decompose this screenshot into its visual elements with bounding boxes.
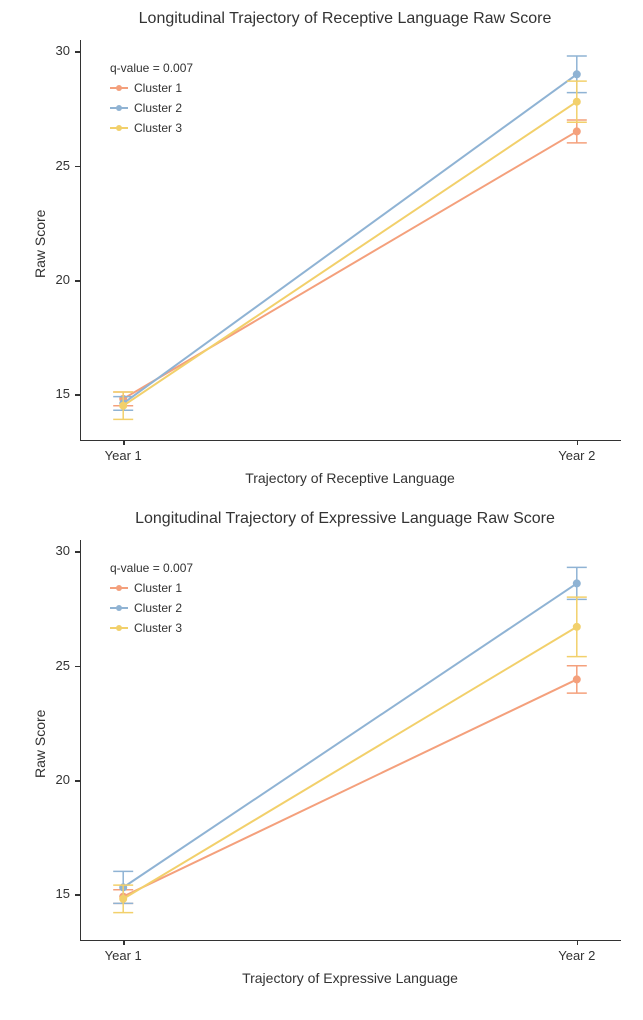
legend-label: Cluster 2 [134,601,182,615]
legend: q-value = 0.007 Cluster 1 Cluster 2 Cluster… [110,60,193,140]
legend-label: Cluster 1 [134,581,182,595]
legend-item: Cluster 3 [110,620,193,636]
data-point [573,127,581,135]
legend-swatch [110,627,128,629]
data-point [119,895,127,903]
legend: q-value = 0.007 Cluster 1 Cluster 2 Cluster… [110,560,193,640]
legend-item: Cluster 3 [110,120,193,136]
legend-item: Cluster 1 [110,580,193,596]
legend-item: Cluster 2 [110,600,193,616]
series-line [123,679,577,896]
data-point [573,98,581,106]
legend-swatch [110,587,128,589]
data-point [573,579,581,587]
data-point [573,70,581,78]
legend-label: Cluster 1 [134,81,182,95]
legend-label: Cluster 3 [134,121,182,135]
legend-swatch [110,607,128,609]
plot-svg [10,10,640,460]
data-point [573,675,581,683]
x-axis-label: Trajectory of Receptive Language [80,470,620,486]
data-point [119,402,127,410]
legend-swatch [110,127,128,129]
legend-item: Cluster 1 [110,80,193,96]
legend-label: Cluster 3 [134,621,182,635]
legend-swatch [110,107,128,109]
data-point [573,623,581,631]
legend-swatch [110,87,128,89]
q-value-text: q-value = 0.007 [110,60,193,76]
series-line [123,131,577,398]
x-axis-label: Trajectory of Expressive Language [80,970,620,986]
chart-1: Longitudinal Trajectory of Expressive La… [10,510,630,1000]
q-value-text: q-value = 0.007 [110,560,193,576]
plot-svg [10,510,640,960]
legend-item: Cluster 2 [110,100,193,116]
series-line [123,627,577,899]
series-line [123,102,577,406]
legend-label: Cluster 2 [134,101,182,115]
chart-0: Longitudinal Trajectory of Receptive Lan… [10,10,630,500]
